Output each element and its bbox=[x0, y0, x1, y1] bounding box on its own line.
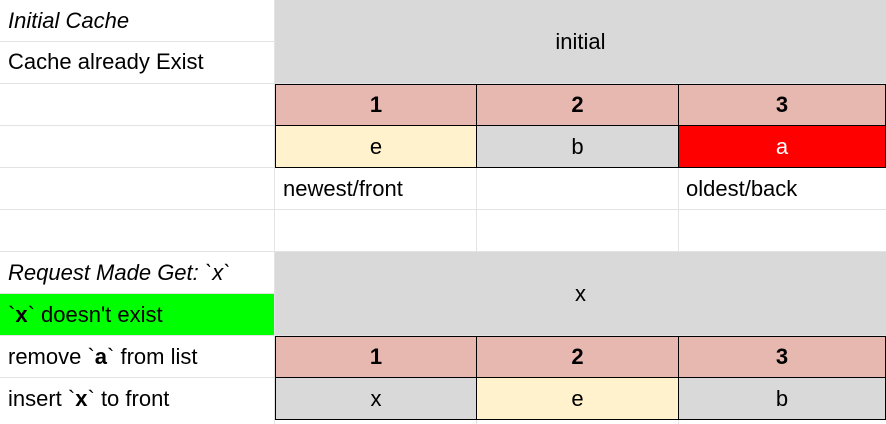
step-text: ` from list bbox=[107, 343, 198, 369]
cache-slot-1[interactable]: e bbox=[275, 125, 477, 168]
request-label[interactable]: Request Made Get: `x` bbox=[8, 259, 231, 285]
tick: ` bbox=[27, 301, 35, 327]
position-header-3[interactable]: 3 bbox=[678, 84, 886, 126]
grid-line bbox=[0, 251, 886, 252]
position-header-2[interactable]: 2 bbox=[476, 84, 679, 126]
miss-message-cell[interactable]: ` x ` doesn't exist bbox=[0, 294, 274, 335]
key-name: x bbox=[15, 301, 28, 327]
cache-slot-1[interactable]: x bbox=[275, 377, 477, 420]
step-text: insert ` bbox=[8, 386, 76, 411]
tick: ` bbox=[8, 301, 16, 327]
remove-step[interactable]: remove ` a ` from list bbox=[0, 336, 274, 377]
position-header-1[interactable]: 1 bbox=[275, 336, 477, 378]
cache-slot-2[interactable]: b bbox=[476, 125, 679, 168]
miss-text: doesn't exist bbox=[34, 301, 163, 327]
grid-line bbox=[274, 0, 275, 424]
cache-slot-3[interactable]: b bbox=[678, 377, 886, 420]
oldest-back-label[interactable]: oldest/back bbox=[686, 175, 798, 201]
grid-line bbox=[0, 209, 886, 210]
step-text: ` to front bbox=[87, 386, 170, 411]
position-header-2[interactable]: 2 bbox=[476, 336, 679, 378]
grid-line bbox=[0, 83, 886, 84]
newest-front-label[interactable]: newest/front bbox=[283, 175, 403, 201]
key-name: a bbox=[94, 343, 108, 369]
grid-line bbox=[0, 335, 886, 336]
state-label-cell[interactable]: x bbox=[275, 252, 886, 335]
state-label-cell[interactable]: initial bbox=[275, 0, 886, 83]
section-title[interactable]: Initial Cache bbox=[8, 7, 130, 33]
cache-slot-3[interactable]: a bbox=[678, 125, 886, 168]
insert-step[interactable]: insert ` x ` to front bbox=[0, 378, 274, 420]
step-text: remove ` bbox=[8, 343, 95, 369]
cache-slot-2[interactable]: e bbox=[476, 377, 679, 420]
position-header-3[interactable]: 3 bbox=[678, 336, 886, 378]
grid-line bbox=[476, 0, 477, 424]
key-name: x bbox=[75, 386, 88, 411]
grid-line bbox=[678, 0, 679, 424]
section-subtitle[interactable]: Cache already Exist bbox=[8, 49, 204, 74]
position-header-1[interactable]: 1 bbox=[275, 84, 477, 126]
